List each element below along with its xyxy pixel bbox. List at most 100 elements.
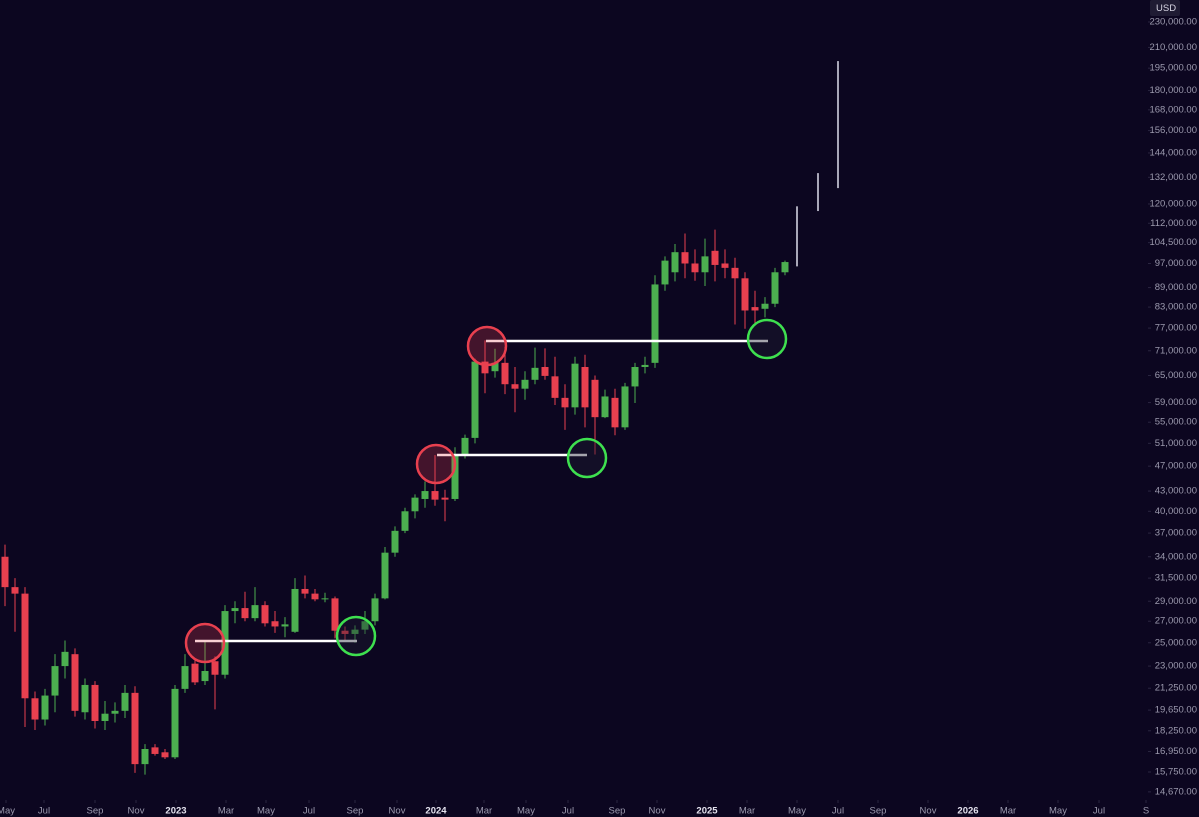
x-tick-label: S: [1143, 806, 1149, 817]
resistance-circle: [184, 622, 226, 664]
x-tick-label: Jul: [1093, 806, 1105, 817]
x-tick-label: Nov: [128, 806, 145, 817]
candle-body: [291, 588, 299, 632]
y-tick-label: 132,000.00: [1149, 172, 1197, 183]
candle-body: [491, 362, 499, 372]
candle-body: [471, 361, 479, 438]
candle-body: [261, 605, 269, 624]
y-tick-label: 77,000.00: [1155, 323, 1197, 334]
candle-body: [361, 621, 369, 630]
candle-body: [11, 587, 19, 594]
x-tick-label: Mar: [739, 806, 755, 817]
x-tick-label: Jul: [303, 806, 315, 817]
candle-body: [561, 397, 569, 408]
x-tick-label: May: [788, 806, 806, 817]
candle-body: [521, 379, 529, 389]
y-tick-label: 55,000.00: [1155, 417, 1197, 428]
candle-body: [761, 303, 769, 309]
x-tick-label: May: [1049, 806, 1067, 817]
x-tick-label: Nov: [920, 806, 937, 817]
y-tick-label: 23,000.00: [1155, 661, 1197, 672]
candle-body: [131, 692, 139, 765]
x-tick-label: Mar: [1000, 806, 1016, 817]
candle-body: [731, 267, 739, 279]
candle-body: [551, 376, 559, 398]
candle-body: [351, 629, 359, 634]
y-tick-label: 14,670.00: [1155, 786, 1197, 797]
candle-body: [581, 366, 589, 408]
support-circle: [335, 615, 377, 657]
annotations: [184, 318, 788, 664]
y-tick-label: 104,500.00: [1149, 237, 1197, 248]
x-tick-label: May: [0, 806, 15, 817]
y-tick-label: 112,000.00: [1150, 218, 1197, 229]
candle-body: [781, 262, 789, 273]
candle-body: [251, 605, 259, 619]
candle-body: [741, 278, 749, 311]
y-tick-label: 40,000.00: [1155, 506, 1197, 517]
candle-body: [151, 747, 159, 754]
candle-body: [181, 666, 189, 689]
support-circle: [746, 318, 788, 360]
candle-body: [431, 491, 439, 500]
y-tick-label: 18,250.00: [1155, 725, 1197, 736]
y-tick-label: 34,000.00: [1155, 551, 1197, 562]
candle-body: [281, 624, 289, 627]
candle-body: [271, 621, 279, 627]
y-tick-label: 19,650.00: [1155, 705, 1197, 716]
y-tick-label: 180,000.00: [1149, 85, 1197, 96]
candle-body: [541, 366, 549, 376]
x-tick-label: Mar: [476, 806, 492, 817]
resistance-circle: [415, 443, 457, 485]
y-tick-label: 230,000.00: [1149, 16, 1197, 27]
candle-body: [571, 363, 579, 408]
candle-body: [321, 598, 329, 600]
candle-body: [421, 491, 429, 499]
y-tick-label: 210,000.00: [1149, 42, 1197, 53]
y-tick-label: 120,000.00: [1149, 198, 1197, 209]
x-tick-label: Nov: [389, 806, 406, 817]
candle-body: [691, 263, 699, 273]
candle-body: [661, 260, 669, 285]
candle-body: [441, 497, 449, 500]
candle-body: [671, 252, 679, 273]
currency-label: USD: [1156, 3, 1176, 14]
y-tick-label: 37,000.00: [1155, 528, 1197, 539]
candle-body: [241, 608, 249, 619]
y-tick-label: 156,000.00: [1149, 125, 1197, 136]
candle-body: [711, 250, 719, 265]
candle-body: [31, 698, 39, 720]
y-tick-label: 27,000.00: [1155, 616, 1197, 627]
y-tick-label: 21,250.00: [1155, 683, 1197, 694]
x-tick-label: May: [517, 806, 535, 817]
candle-body: [461, 437, 469, 455]
candle-body: [681, 252, 689, 264]
currency-badge: [1150, 0, 1180, 16]
candle-body: [211, 661, 219, 675]
candle-body: [91, 684, 99, 722]
candle-body: [621, 386, 629, 428]
x-tick-label: 2023: [165, 806, 186, 817]
y-tick-label: 144,000.00: [1149, 147, 1197, 158]
candle-body: [191, 663, 199, 683]
candle-body: [591, 379, 599, 418]
candle-body: [311, 593, 319, 600]
candle-body: [751, 307, 759, 311]
y-tick-label: 65,000.00: [1155, 370, 1197, 381]
x-tick-label: May: [257, 806, 275, 817]
candle-body: [41, 695, 49, 720]
y-tick-label: 25,000.00: [1155, 637, 1197, 648]
candle-body: [71, 654, 79, 711]
candle-body: [511, 384, 519, 389]
candle-body: [301, 588, 309, 594]
x-tick-label: Jul: [832, 806, 844, 817]
resistance-circle: [466, 325, 508, 367]
candle-body: [401, 511, 409, 531]
x-tick-label: Sep: [609, 806, 626, 817]
candle-body: [141, 748, 149, 765]
y-tick-label: 59,000.00: [1155, 397, 1197, 408]
candle-body: [481, 361, 489, 374]
